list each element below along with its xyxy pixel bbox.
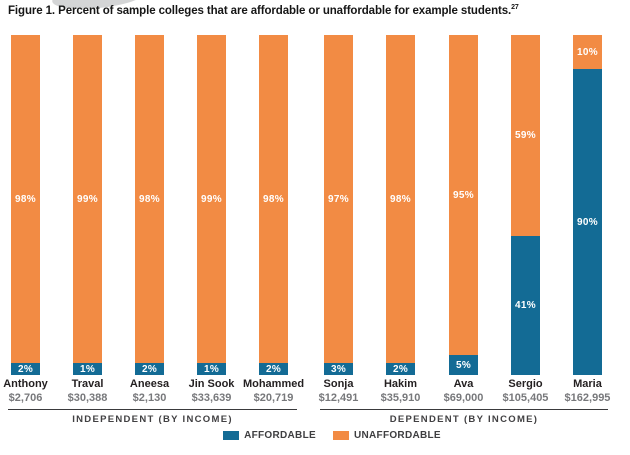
unaffordable-value-label: 59%	[515, 130, 536, 141]
affordable-legend-label: AFFORDABLE	[244, 430, 316, 441]
affordable-segment-jin-sook: 1%	[197, 363, 226, 375]
bar-sergio: 59% 41%	[511, 35, 540, 375]
category-income-aneesa: $2,130	[132, 392, 167, 404]
legend-item-unaffordable: UNAFFORDABLE	[332, 430, 441, 441]
category-name-hakim: Hakim	[383, 378, 418, 390]
affordable-value-label: 3%	[330, 363, 347, 375]
bar-ava: 95% 5%	[449, 35, 478, 375]
unaffordable-value-label: 98%	[390, 193, 411, 205]
category-name-mohammed: Mohammed	[242, 378, 305, 390]
category-income-traval: $30,388	[67, 392, 108, 404]
affordable-segment-sonja: 3%	[324, 363, 353, 375]
unaffordable-value-label: 98%	[263, 193, 284, 205]
bar-aneesa: 98% 2%	[135, 35, 164, 375]
bar-traval: 99% 1%	[73, 35, 102, 375]
unaffordable-segment-sergio: 59%	[511, 35, 540, 236]
unaffordable-segment-hakim: 98%	[386, 35, 415, 363]
unaffordable-segment-jin-sook: 99%	[197, 35, 226, 363]
unaffordable-segment-maria: 10%	[573, 35, 602, 69]
bar-maria: 10% 90%	[573, 35, 602, 375]
category-name-maria: Maria	[573, 378, 602, 390]
affordable-value-label: 2%	[392, 363, 409, 375]
category-name-sonja: Sonja	[323, 378, 354, 390]
category-income-jin-sook: $33,639	[191, 392, 232, 404]
affordable-segment-hakim: 2%	[386, 363, 415, 375]
unaffordable-segment-ava: 95%	[449, 35, 478, 355]
affordable-value-label: 90%	[577, 216, 598, 228]
affordable-value-label: 1%	[79, 363, 96, 375]
category-name-anthony: Anthony	[3, 378, 48, 390]
affordable-value-label: 5%	[455, 359, 472, 371]
bar-anthony: 98% 2%	[11, 35, 40, 375]
category-name-aneesa: Aneesa	[129, 378, 170, 390]
category-name-ava: Ava	[453, 378, 474, 390]
footnote-reference: 27	[511, 4, 519, 11]
unaffordable-value-label: 95%	[453, 189, 474, 201]
category-name-traval: Traval	[71, 378, 104, 390]
group-dependent: DEPENDENT (BY INCOME)	[320, 409, 608, 425]
group-dependent-label: DEPENDENT (BY INCOME)	[389, 414, 539, 425]
legend-item-affordable: AFFORDABLE	[223, 430, 316, 441]
unaffordable-legend-label: UNAFFORDABLE	[353, 430, 441, 441]
category-income-sonja: $12,491	[318, 392, 359, 404]
unaffordable-segment-anthony: 98%	[11, 35, 40, 363]
group-independent-label: INDEPENDENT (BY INCOME)	[72, 414, 233, 425]
category-income-anthony: $2,706	[8, 392, 43, 404]
affordable-value-label: 2%	[141, 363, 158, 375]
legend: AFFORDABLE UNAFFORDABLE	[17, 430, 630, 441]
unaffordable-value-label: 99%	[77, 193, 98, 205]
figure-title-text: Figure 1. Percent of sample colleges tha…	[8, 4, 512, 17]
unaffordable-value-label: 99%	[201, 193, 222, 205]
bar-sonja: 97% 3%	[324, 35, 353, 375]
group-independent: INDEPENDENT (BY INCOME)	[8, 409, 297, 425]
unaffordable-segment-traval: 99%	[73, 35, 102, 363]
figure-title: Figure 1. Percent of sample colleges tha…	[8, 4, 519, 17]
unaffordable-segment-aneesa: 98%	[135, 35, 164, 363]
unaffordable-value-label: 98%	[15, 193, 36, 205]
category-income-sergio: $105,405	[502, 392, 549, 404]
affordable-value-label: 2%	[265, 363, 282, 375]
affordable-segment-sergio: 41%	[511, 236, 540, 375]
affordable-value-label: 1%	[203, 363, 220, 375]
unaffordable-value-label: 97%	[328, 193, 349, 205]
category-name-jin-sook: Jin Sook	[188, 378, 235, 390]
bar-hakim: 98% 2%	[386, 35, 415, 375]
affordable-swatch-icon	[223, 431, 240, 440]
affordable-segment-mohammed: 2%	[259, 363, 288, 375]
category-income-hakim: $35,910	[380, 392, 421, 404]
affordable-segment-traval: 1%	[73, 363, 102, 375]
bar-jin-sook: 99% 1%	[197, 35, 226, 375]
unaffordable-swatch-icon	[332, 431, 349, 440]
category-income-maria: $162,995	[564, 392, 611, 404]
category-income-mohammed: $20,719	[253, 392, 294, 404]
affordable-segment-maria: 90%	[573, 69, 602, 375]
category-name-sergio: Sergio	[508, 378, 543, 390]
affordable-value-label: 2%	[17, 363, 34, 375]
category-income-ava: $69,000	[443, 392, 484, 404]
affordable-value-label: 41%	[515, 300, 536, 311]
affordable-segment-anthony: 2%	[11, 363, 40, 375]
unaffordable-segment-mohammed: 98%	[259, 35, 288, 363]
affordable-segment-ava: 5%	[449, 355, 478, 375]
unaffordable-value-label: 98%	[139, 193, 160, 205]
affordable-segment-aneesa: 2%	[135, 363, 164, 375]
unaffordable-segment-sonja: 97%	[324, 35, 353, 363]
unaffordable-value-label: 10%	[577, 46, 598, 58]
bar-mohammed: 98% 2%	[259, 35, 288, 375]
